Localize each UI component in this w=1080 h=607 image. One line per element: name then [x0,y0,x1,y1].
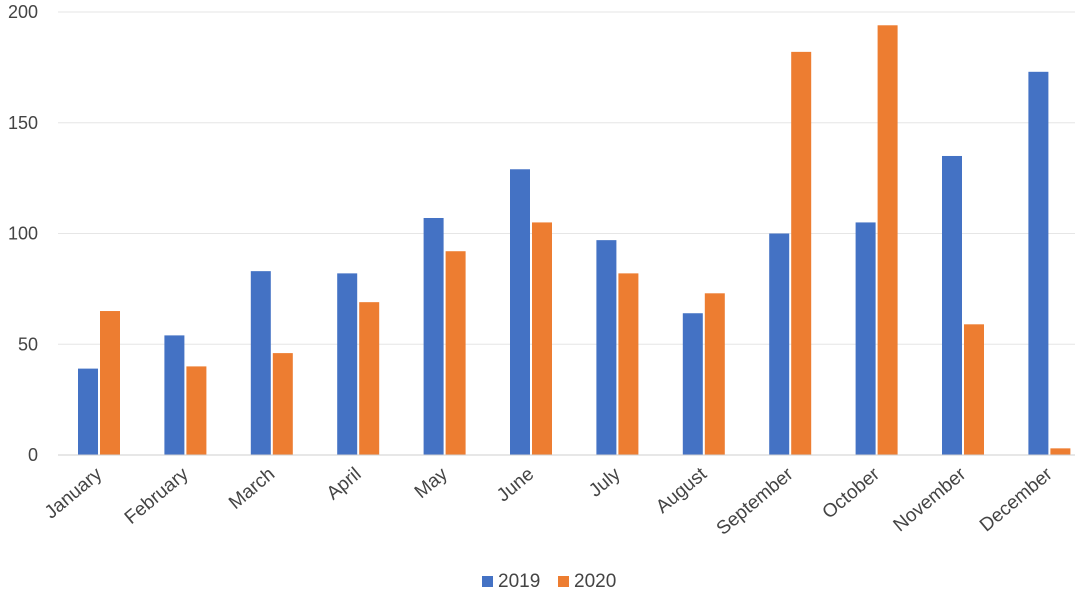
x-category-label: December [976,463,1057,536]
bar-2019-august [682,313,703,455]
y-tick-label: 100 [8,224,38,244]
x-category-label: January [41,463,107,523]
bar-2019-april [337,273,358,455]
bar-2019-february [164,335,185,455]
bar-2020-june [532,222,552,455]
bars [78,25,1071,456]
bar-2020-february [186,366,207,455]
bar-2019-july [596,240,617,455]
bar-2019-october [855,222,876,455]
bar-2019-december [1028,71,1049,456]
x-category-label: October [819,463,885,523]
x-category-label: June [493,464,538,507]
legend: 2019 2020 [482,571,616,592]
x-axis-labels: January February March April May June July Augu… [41,463,1057,539]
x-category-label: September [713,463,798,539]
x-category-label: February [121,463,193,528]
bar-2019-may [423,217,444,455]
x-category-label: July [585,463,625,501]
bar-2020-august [704,293,725,455]
x-category-label: April [323,464,366,505]
bar-2019-march [250,271,271,455]
bar-2019-january [78,368,98,455]
y-tick-label: 0 [28,445,38,465]
bar-2019-november [942,155,962,455]
bar-2020-january [100,311,120,455]
bar-2020-october [877,25,898,455]
bar-2020-may [445,251,466,455]
legend-label-2020: 2020 [574,571,616,592]
bar-2019-september [769,233,790,455]
bar-2020-december [1050,448,1071,455]
legend-swatch-2020 [558,576,569,587]
x-category-label: August [652,463,711,518]
bar-2019-june [510,169,530,455]
legend-label-2019: 2019 [498,571,540,592]
bar-2020-march [272,353,293,455]
bar-2020-november [964,324,984,455]
y-tick-label: 200 [8,2,38,22]
x-category-label: March [225,464,279,514]
x-category-label: November [890,463,971,536]
gridlines [58,11,1075,345]
x-category-label: May [411,463,452,502]
bar-2020-september [791,51,812,456]
bar-2020-april [359,302,380,455]
y-axis-ticks: 0 50 100 150 200 [8,2,38,465]
legend-swatch-2019 [482,576,493,587]
bar-2020-july [618,273,639,455]
y-tick-label: 150 [8,113,38,133]
y-tick-label: 50 [18,334,38,354]
